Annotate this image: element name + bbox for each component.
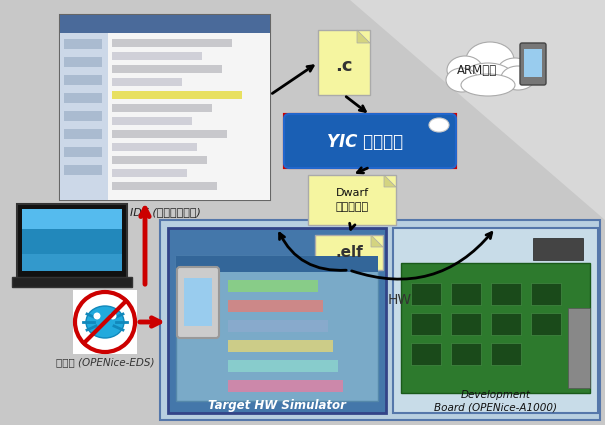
FancyBboxPatch shape — [315, 235, 383, 270]
Ellipse shape — [94, 312, 100, 320]
FancyBboxPatch shape — [64, 75, 102, 85]
FancyBboxPatch shape — [451, 283, 481, 305]
FancyBboxPatch shape — [112, 182, 217, 190]
FancyBboxPatch shape — [60, 15, 270, 33]
FancyBboxPatch shape — [284, 114, 456, 168]
FancyBboxPatch shape — [112, 156, 207, 164]
Ellipse shape — [429, 118, 449, 132]
FancyBboxPatch shape — [451, 343, 481, 365]
FancyBboxPatch shape — [176, 256, 378, 272]
Ellipse shape — [461, 74, 515, 96]
Text: IDE (통합개발환경): IDE (통합개발환경) — [129, 207, 200, 217]
FancyBboxPatch shape — [112, 52, 202, 60]
FancyBboxPatch shape — [228, 380, 343, 392]
FancyBboxPatch shape — [112, 143, 197, 151]
FancyBboxPatch shape — [491, 283, 521, 305]
FancyBboxPatch shape — [531, 313, 561, 335]
Ellipse shape — [466, 42, 514, 78]
FancyBboxPatch shape — [112, 78, 182, 86]
FancyBboxPatch shape — [112, 65, 222, 73]
FancyBboxPatch shape — [17, 204, 127, 278]
FancyBboxPatch shape — [160, 220, 600, 420]
Polygon shape — [350, 0, 605, 220]
FancyBboxPatch shape — [533, 238, 583, 260]
FancyBboxPatch shape — [393, 228, 598, 413]
FancyBboxPatch shape — [112, 169, 187, 177]
Ellipse shape — [110, 312, 117, 320]
FancyBboxPatch shape — [176, 256, 378, 401]
FancyBboxPatch shape — [228, 360, 338, 372]
FancyBboxPatch shape — [568, 308, 590, 388]
Text: Target HW Simulator: Target HW Simulator — [208, 399, 346, 411]
Text: 디버거 (OPENice-EDS): 디버거 (OPENice-EDS) — [56, 357, 154, 367]
FancyBboxPatch shape — [411, 343, 441, 365]
Text: YIC 컴파일러: YIC 컴파일러 — [327, 133, 403, 151]
FancyBboxPatch shape — [308, 175, 396, 225]
FancyBboxPatch shape — [318, 30, 370, 95]
FancyBboxPatch shape — [411, 283, 441, 305]
FancyBboxPatch shape — [64, 129, 102, 139]
FancyBboxPatch shape — [64, 147, 102, 157]
FancyBboxPatch shape — [228, 340, 333, 352]
Text: Dwarf
디버깅정보: Dwarf 디버깅정보 — [335, 188, 368, 212]
FancyBboxPatch shape — [401, 263, 590, 393]
FancyBboxPatch shape — [64, 165, 102, 175]
FancyBboxPatch shape — [228, 280, 318, 292]
FancyBboxPatch shape — [168, 228, 386, 413]
FancyBboxPatch shape — [228, 300, 323, 312]
FancyBboxPatch shape — [73, 290, 137, 354]
FancyBboxPatch shape — [64, 39, 102, 49]
FancyBboxPatch shape — [411, 313, 441, 335]
Text: .c: .c — [335, 57, 353, 74]
FancyBboxPatch shape — [112, 130, 227, 138]
FancyBboxPatch shape — [112, 39, 232, 47]
FancyBboxPatch shape — [177, 267, 219, 338]
FancyBboxPatch shape — [531, 283, 561, 305]
FancyBboxPatch shape — [12, 277, 132, 287]
Polygon shape — [371, 235, 383, 247]
FancyBboxPatch shape — [228, 320, 328, 332]
FancyBboxPatch shape — [60, 33, 108, 200]
FancyBboxPatch shape — [108, 33, 270, 200]
Text: ARM구조: ARM구조 — [457, 63, 497, 76]
FancyBboxPatch shape — [112, 104, 212, 112]
FancyBboxPatch shape — [22, 209, 122, 271]
Ellipse shape — [447, 56, 483, 84]
FancyBboxPatch shape — [64, 111, 102, 121]
FancyBboxPatch shape — [285, 115, 455, 167]
FancyBboxPatch shape — [524, 49, 542, 77]
Polygon shape — [357, 30, 370, 43]
FancyBboxPatch shape — [64, 57, 102, 67]
FancyBboxPatch shape — [64, 93, 102, 103]
Text: HW: HW — [388, 293, 412, 307]
Text: Development
Board (OPENice-A1000): Development Board (OPENice-A1000) — [434, 390, 557, 412]
FancyBboxPatch shape — [112, 91, 242, 99]
FancyBboxPatch shape — [60, 15, 270, 200]
Ellipse shape — [462, 63, 514, 93]
FancyBboxPatch shape — [491, 343, 521, 365]
Ellipse shape — [497, 58, 533, 86]
Polygon shape — [384, 175, 396, 187]
Text: .elf: .elf — [335, 245, 363, 260]
Ellipse shape — [446, 68, 478, 92]
FancyBboxPatch shape — [491, 313, 521, 335]
FancyBboxPatch shape — [22, 229, 122, 254]
FancyBboxPatch shape — [112, 117, 192, 125]
Ellipse shape — [501, 66, 535, 90]
FancyBboxPatch shape — [451, 313, 481, 335]
FancyBboxPatch shape — [520, 43, 546, 85]
Ellipse shape — [86, 306, 124, 338]
FancyBboxPatch shape — [184, 278, 212, 326]
FancyBboxPatch shape — [22, 209, 122, 229]
